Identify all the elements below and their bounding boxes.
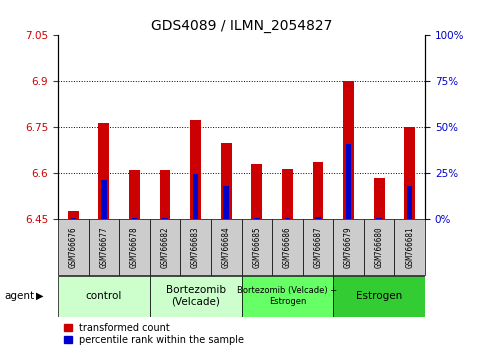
Text: GSM766683: GSM766683 (191, 226, 200, 268)
Bar (224, 186, 229, 219)
Title: GDS4089 / ILMN_2054827: GDS4089 / ILMN_2054827 (151, 19, 332, 33)
Text: GSM766686: GSM766686 (283, 226, 292, 268)
Text: GSM766684: GSM766684 (222, 226, 231, 268)
Bar (364, 219, 395, 275)
Bar (101, 180, 107, 219)
Text: ▶: ▶ (36, 291, 44, 301)
Text: GSM766680: GSM766680 (375, 226, 384, 268)
Bar (88, 219, 119, 275)
Text: GSM766682: GSM766682 (160, 226, 170, 268)
Text: control: control (85, 291, 122, 301)
Bar (242, 276, 333, 316)
Bar (180, 219, 211, 275)
Bar (99, 122, 109, 219)
Bar (132, 218, 137, 219)
Bar (211, 219, 242, 275)
Bar (254, 218, 259, 219)
Text: GSM766681: GSM766681 (405, 226, 414, 268)
Bar (376, 218, 382, 219)
Text: GSM766687: GSM766687 (313, 226, 323, 268)
Bar (119, 219, 150, 275)
Bar (404, 127, 415, 219)
Bar (346, 144, 351, 219)
Bar (160, 170, 170, 219)
Bar (272, 219, 303, 275)
Bar (313, 162, 323, 219)
Bar (374, 178, 384, 219)
Bar (58, 219, 88, 275)
Bar (193, 174, 199, 219)
Bar (252, 164, 262, 219)
Bar (343, 81, 354, 219)
Bar (150, 219, 180, 275)
Bar (284, 218, 290, 219)
Bar (68, 211, 79, 219)
Text: GSM766676: GSM766676 (69, 226, 78, 268)
Bar (150, 276, 242, 316)
Bar (71, 218, 76, 219)
Bar (58, 276, 150, 316)
Text: GSM766677: GSM766677 (99, 226, 108, 268)
Bar (315, 217, 321, 219)
Text: GSM766678: GSM766678 (130, 226, 139, 268)
Bar (282, 169, 293, 219)
Bar (221, 143, 231, 219)
Text: GSM766679: GSM766679 (344, 226, 353, 268)
Bar (395, 219, 425, 275)
Text: GSM766685: GSM766685 (252, 226, 261, 268)
Bar (242, 219, 272, 275)
Bar (190, 120, 201, 219)
Bar (162, 218, 168, 219)
Text: Estrogen: Estrogen (356, 291, 402, 301)
Text: Bortezomib (Velcade) +
Estrogen: Bortezomib (Velcade) + Estrogen (237, 286, 338, 306)
Bar (407, 186, 412, 219)
Bar (333, 276, 425, 316)
Bar (129, 170, 140, 219)
Legend: transformed count, percentile rank within the sample: transformed count, percentile rank withi… (63, 322, 245, 346)
Bar (303, 219, 333, 275)
Text: agent: agent (5, 291, 35, 301)
Bar (333, 219, 364, 275)
Text: Bortezomib
(Velcade): Bortezomib (Velcade) (166, 285, 226, 307)
